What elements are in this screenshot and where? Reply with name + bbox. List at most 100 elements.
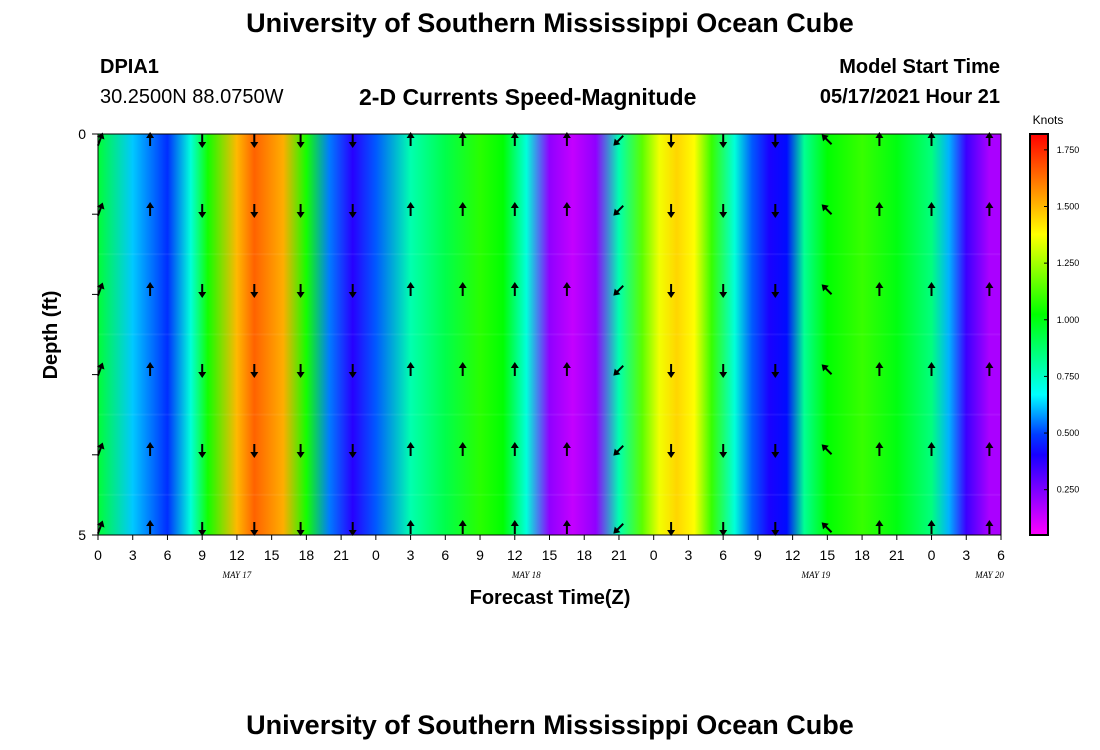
arrow-head <box>146 442 155 448</box>
current-direction-arrow <box>562 520 571 534</box>
arrow-head <box>875 362 884 368</box>
current-direction-arrow <box>821 134 833 145</box>
arrow-head <box>875 202 884 208</box>
arrow-head <box>96 132 105 140</box>
arrow-head <box>458 132 467 138</box>
current-direction-arrow <box>458 442 467 456</box>
current-direction-arrow <box>198 284 207 298</box>
x-tick-label: 6 <box>719 547 727 563</box>
current-direction-arrow <box>348 284 357 298</box>
current-direction-arrow <box>719 284 728 298</box>
arrow-head <box>250 292 259 298</box>
x-tick-label: 15 <box>542 547 558 563</box>
current-direction-arrow <box>821 364 833 375</box>
current-direction-arrow <box>562 442 571 456</box>
current-direction-arrow <box>985 520 994 534</box>
arrow-head <box>821 134 829 142</box>
arrow-head <box>771 530 780 536</box>
arrow-head <box>771 372 780 378</box>
heatmap-field <box>98 134 1001 535</box>
arrow-head <box>562 282 571 288</box>
arrow-head <box>771 452 780 458</box>
y-axis-label: Depth (ft) <box>40 291 62 380</box>
arrow-head <box>562 202 571 208</box>
current-direction-arrow <box>96 362 105 376</box>
arrow-head <box>198 292 207 298</box>
arrow-head <box>875 132 884 138</box>
current-direction-arrow <box>771 522 780 536</box>
current-direction-arrow <box>406 520 415 534</box>
current-direction-arrow <box>667 204 676 218</box>
depth-band <box>98 493 1001 496</box>
current-direction-arrow <box>250 134 259 148</box>
arrow-head <box>719 372 728 378</box>
current-direction-arrow <box>198 444 207 458</box>
arrow-head <box>250 530 259 536</box>
current-direction-arrow <box>348 444 357 458</box>
current-direction-arrow <box>927 132 936 146</box>
current-direction-arrow <box>458 362 467 376</box>
arrow-head <box>96 202 105 210</box>
x-tick-label: 9 <box>476 547 484 563</box>
x-tick-label: 21 <box>333 547 349 563</box>
x-tick-label: 18 <box>299 547 315 563</box>
arrow-head <box>348 530 357 536</box>
current-direction-arrow <box>821 284 833 295</box>
arrow-head <box>875 442 884 448</box>
arrow-head <box>198 530 207 536</box>
current-direction-arrow <box>985 362 994 376</box>
current-direction-arrow <box>771 444 780 458</box>
arrow-head <box>458 362 467 368</box>
y-tick-label: 0 <box>78 126 86 142</box>
depth-band <box>98 253 1001 256</box>
arrow-head <box>613 288 621 296</box>
current-direction-arrow <box>771 204 780 218</box>
arrow-head <box>250 212 259 218</box>
arrow-head <box>198 142 207 148</box>
arrow-head <box>406 520 415 526</box>
arrow-head <box>198 212 207 218</box>
current-direction-arrow <box>719 522 728 536</box>
arrow-head <box>927 132 936 138</box>
current-direction-arrow <box>875 520 884 534</box>
arrow-head <box>821 522 829 530</box>
x-tick-label: 18 <box>854 547 870 563</box>
arrow-head <box>198 372 207 378</box>
arrow-head <box>96 520 105 528</box>
current-direction-arrow <box>296 284 305 298</box>
colorbar-tick-label: 1.750 <box>1057 145 1080 155</box>
current-direction-arrow <box>719 134 728 148</box>
current-direction-arrow <box>146 442 155 456</box>
arrow-head <box>719 212 728 218</box>
arrow-head <box>510 282 519 288</box>
current-direction-arrow <box>296 444 305 458</box>
current-direction-arrow <box>821 204 833 215</box>
current-direction-arrow <box>198 134 207 148</box>
arrow-head <box>875 520 884 526</box>
current-direction-arrow <box>348 134 357 148</box>
x-tick-label: 0 <box>928 547 936 563</box>
arrow-head <box>458 520 467 526</box>
current-direction-arrow <box>613 205 624 216</box>
current-direction-arrow <box>613 523 624 534</box>
current-direction-arrow <box>458 132 467 146</box>
x-tick-label: 0 <box>94 547 102 563</box>
current-direction-arrow <box>613 445 624 456</box>
arrow-head <box>613 368 621 376</box>
x-tick-label: 12 <box>785 547 801 563</box>
x-tick-label: 3 <box>962 547 970 563</box>
current-direction-arrow <box>96 132 105 146</box>
current-direction-arrow <box>875 132 884 146</box>
page-title: University of Southern Mississippi Ocean… <box>246 8 854 38</box>
current-direction-arrow <box>562 132 571 146</box>
arrow-head <box>146 202 155 208</box>
x-tick-label: 15 <box>820 547 836 563</box>
arrow-head <box>985 202 994 208</box>
current-direction-arrow <box>250 364 259 378</box>
current-direction-arrow <box>406 202 415 216</box>
arrow-head <box>562 362 571 368</box>
x-tick-label: 0 <box>650 547 658 563</box>
arrow-head <box>458 442 467 448</box>
current-direction-arrow <box>296 522 305 536</box>
